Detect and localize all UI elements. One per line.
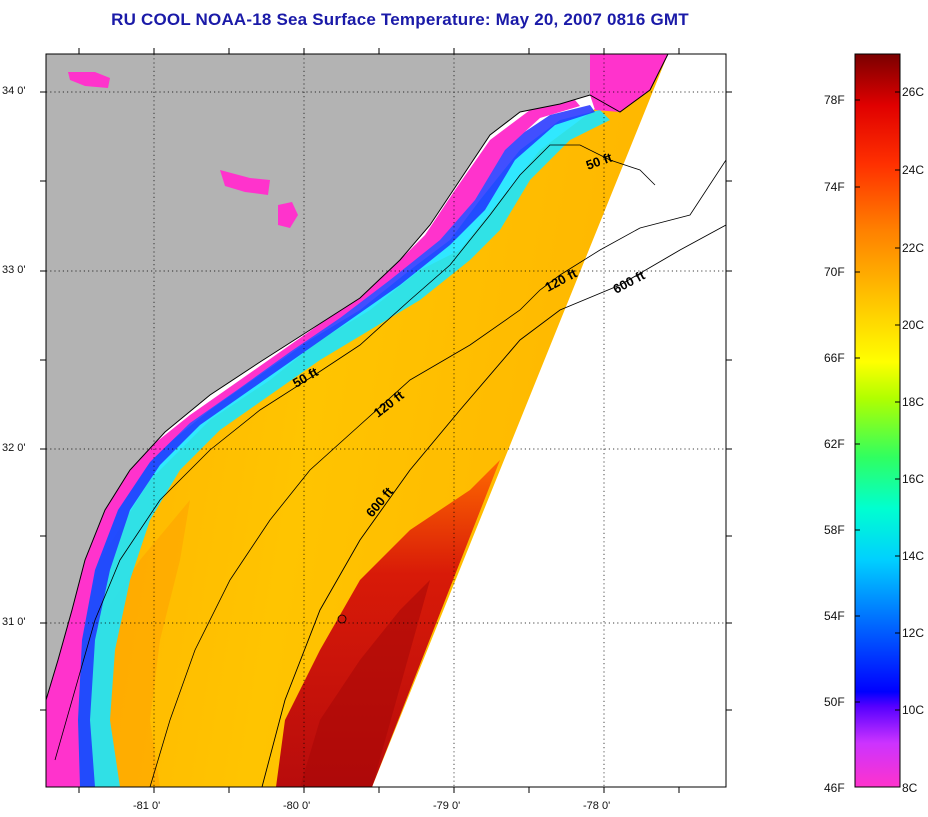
isobath-50ft (54, 144, 656, 761)
cb-label-78f: 78F (824, 93, 845, 107)
land-mass (46, 54, 590, 700)
coastline (46, 54, 669, 701)
cb-label-62f: 62F (824, 437, 845, 451)
lat-label-31: 31 0' (2, 616, 26, 628)
lon-label-80: -80 0' (283, 800, 311, 812)
map-ticks (40, 48, 732, 793)
isobath-600ft (261, 224, 726, 787)
lat-label-32: 32 0' (2, 442, 26, 454)
cb-label-46f: 46F (824, 781, 845, 795)
inland-lake-3 (68, 72, 110, 88)
cb-label-50f: 50F (824, 695, 845, 709)
sst-warm-swath (46, 54, 668, 787)
cb-label-54f: 54F (824, 609, 845, 623)
lon-label-78: -78 0' (583, 800, 611, 812)
map-border (45, 53, 727, 788)
cb-label-18c: 18C (902, 395, 925, 409)
cb-label-26c: 26C (902, 85, 925, 99)
sst-cyan-band (46, 110, 610, 787)
cb-label-22c: 22C (902, 241, 925, 255)
isobath-islet (337, 614, 347, 624)
cb-label-12c: 12C (902, 626, 925, 640)
colorbar-ticks (855, 91, 900, 711)
map-title: RU COOL NOAA-18 Sea Surface Temperature:… (111, 10, 689, 29)
colorbar (854, 53, 901, 788)
inland-lake-1 (220, 170, 270, 195)
cb-label-58f: 58F (824, 523, 845, 537)
cb-label-16c: 16C (902, 472, 925, 486)
cb-label-74f: 74F (824, 180, 845, 194)
lat-label-33: 33 0' (2, 264, 26, 276)
cb-label-8c: 8C (902, 781, 918, 795)
sst-hot-core (300, 580, 430, 787)
isobath-120ft (149, 159, 726, 787)
cb-label-10c: 10C (902, 703, 925, 717)
inland-lake-2 (278, 202, 298, 228)
cb-label-24c: 24C (902, 163, 925, 177)
lon-label-81: -81 0' (133, 800, 161, 812)
lat-label-34: 34 0' (2, 85, 26, 97)
coastal-wetland-north (590, 54, 668, 112)
cb-label-70f: 70F (824, 265, 845, 279)
cb-label-20c: 20C (902, 318, 925, 332)
cb-label-14c: 14C (902, 549, 925, 563)
lon-label-79: -79 0' (433, 800, 461, 812)
cb-label-66f: 66F (824, 351, 845, 365)
graticule (46, 54, 726, 787)
